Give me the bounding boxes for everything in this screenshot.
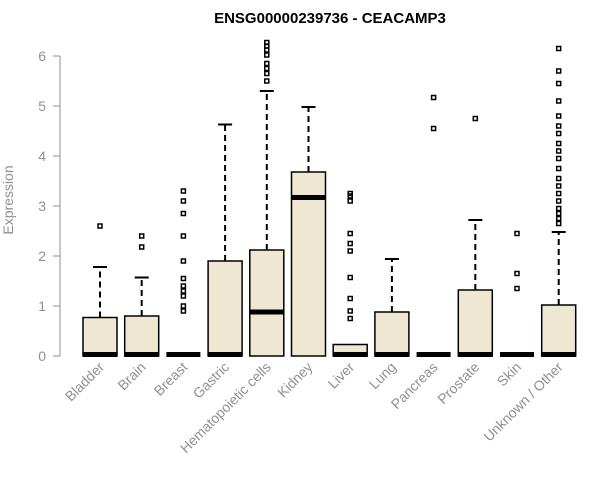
box-gastric	[207, 123, 243, 357]
box-brain	[123, 233, 160, 357]
outlier-point	[514, 270, 520, 277]
outlier-point	[347, 315, 353, 322]
x-tick-label: Liver	[325, 359, 358, 392]
outlier-point	[347, 230, 353, 237]
box-rect	[290, 171, 327, 357]
y-axis: 0 1 2 3 4 5 6	[38, 48, 61, 364]
box-bladder	[82, 223, 118, 357]
outlier-point	[555, 175, 562, 182]
outlier-point	[180, 275, 187, 282]
outlier-point	[264, 78, 270, 84]
y-tick-label: 2	[38, 248, 46, 264]
outlier-point	[555, 148, 562, 154]
outlier-point	[347, 308, 353, 314]
box-prostate	[457, 115, 494, 357]
outlier-point	[180, 303, 187, 309]
box-pancreas	[416, 94, 451, 357]
x-tick-label: Lung	[366, 359, 399, 392]
outlier-point	[180, 258, 187, 264]
outlier-point	[138, 233, 145, 239]
box-liver	[332, 190, 368, 357]
x-tick-label: Prostate	[434, 359, 482, 407]
y-tick-label: 6	[38, 48, 46, 64]
y-tick-label: 0	[38, 348, 46, 364]
x-tick-label: Kidney	[274, 359, 316, 401]
outlier-point	[555, 215, 562, 222]
box-kidney	[290, 106, 327, 357]
outlier-point	[555, 123, 562, 129]
outlier-point	[180, 198, 187, 204]
y-axis-label: Expression	[0, 165, 16, 234]
y-tick-label: 4	[38, 148, 46, 164]
outlier-point	[180, 283, 187, 289]
outlier-point	[430, 125, 437, 132]
outlier-point	[180, 233, 187, 239]
outlier-point	[97, 223, 103, 229]
x-tick-label: Unknown / Other	[480, 359, 566, 445]
outlier-point	[555, 45, 562, 52]
outlier-point	[264, 52, 270, 58]
outlier-point	[555, 220, 562, 227]
outlier-point	[347, 248, 353, 254]
outlier-point	[347, 240, 353, 247]
chart-title: ENSG00000239736 - CEACAMP3	[214, 10, 446, 27]
outlier-point	[347, 190, 353, 197]
box-breast	[166, 188, 201, 357]
outlier-point	[264, 70, 270, 77]
outlier-point	[555, 183, 562, 189]
box-rect	[374, 311, 410, 357]
x-tick-label: Breast	[151, 359, 191, 399]
outlier-point	[180, 288, 187, 294]
box-series	[82, 39, 577, 357]
y-tick-label: 3	[38, 198, 46, 214]
outlier-point	[555, 113, 562, 119]
outlier-point	[555, 205, 562, 212]
outlier-point	[555, 190, 562, 197]
outlier-point	[264, 65, 270, 72]
box-rect	[123, 315, 160, 357]
box-unknown-other	[540, 45, 577, 357]
outlier-point	[347, 198, 353, 204]
outlier-point	[347, 295, 353, 302]
outlier-point	[555, 155, 562, 162]
outlier-point	[180, 188, 187, 194]
outlier-point	[555, 130, 562, 137]
x-tick-label: Bladder	[62, 359, 108, 405]
outlier-point	[472, 115, 479, 122]
outlier-point	[514, 230, 520, 237]
outlier-point	[514, 285, 520, 292]
box-rect	[540, 304, 577, 357]
box-rect	[457, 289, 494, 357]
outlier-point	[555, 98, 562, 104]
outlier-point	[264, 60, 270, 67]
outlier-point	[555, 198, 562, 204]
outlier-point	[555, 140, 562, 147]
outlier-point	[555, 165, 562, 172]
box-rect	[207, 260, 243, 357]
outlier-point	[555, 210, 562, 217]
outlier-point	[264, 39, 270, 46]
box-rect	[82, 316, 118, 357]
outlier-point	[430, 94, 437, 101]
y-tick-label: 5	[38, 98, 46, 114]
x-tick-label: Skin	[494, 359, 525, 390]
box-skin	[500, 230, 534, 357]
outlier-point	[180, 293, 187, 299]
y-tick-label: 1	[38, 298, 46, 314]
box-rect	[249, 249, 285, 357]
x-tick-label: Brain	[114, 359, 148, 393]
outlier-point	[180, 308, 187, 314]
box-hematopoietic-cells	[249, 39, 285, 357]
outlier-point	[347, 274, 353, 281]
outlier-point	[138, 244, 145, 250]
outlier-point	[555, 68, 562, 74]
outlier-point	[180, 210, 187, 217]
outlier-point	[555, 80, 562, 87]
box-lung	[374, 258, 410, 357]
